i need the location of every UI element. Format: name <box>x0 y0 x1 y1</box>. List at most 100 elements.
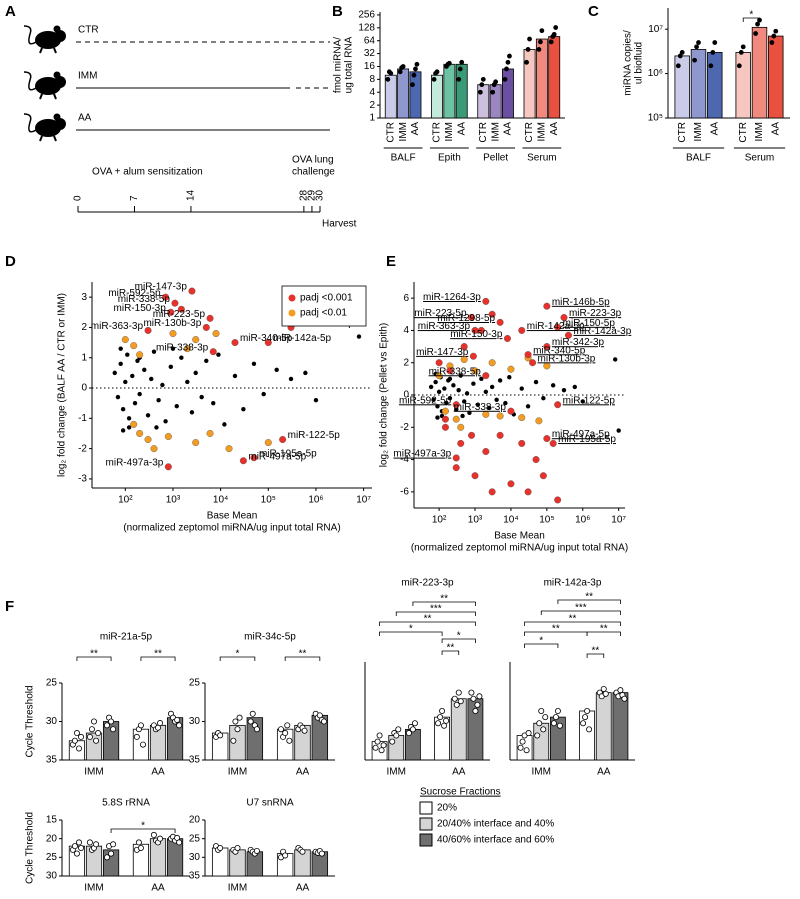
data-point <box>385 76 391 82</box>
bar <box>467 698 484 761</box>
data-point <box>457 66 463 72</box>
data-point <box>118 361 123 366</box>
data-point <box>467 410 472 415</box>
point-label: miR-122-5p <box>288 430 341 441</box>
data-point <box>88 726 95 733</box>
data-point <box>475 402 481 407</box>
data-point <box>282 730 289 737</box>
data-point <box>71 843 78 850</box>
data-point <box>436 389 442 394</box>
y-axis-label: miRNA copies/ <box>623 30 634 96</box>
point-label: miR-338-5p <box>118 294 171 305</box>
data-point <box>239 457 247 465</box>
bar <box>409 71 422 119</box>
category-label: CTR <box>524 122 535 143</box>
data-point <box>602 690 609 697</box>
data-point <box>204 358 209 363</box>
bar <box>690 49 707 119</box>
data-point <box>446 60 452 66</box>
data-point <box>103 854 110 861</box>
category-label: CTR <box>385 122 396 143</box>
data-point <box>710 50 716 55</box>
significance-label: ** <box>585 592 593 603</box>
x-tick-label: 10⁶ <box>308 495 323 506</box>
significance-label: *** <box>430 604 442 615</box>
group-label: Pellet <box>483 153 508 164</box>
bar <box>751 26 768 119</box>
data-point <box>130 342 138 350</box>
day-label: 14 <box>186 189 197 201</box>
data-point <box>91 718 98 725</box>
data-point <box>543 362 551 370</box>
legend-label: padj <0.001 <box>300 293 353 304</box>
point-label: miR-142a-5p <box>273 333 331 344</box>
legend-title: Sucrose Fractions <box>420 787 501 798</box>
bar <box>595 692 612 761</box>
data-point <box>494 397 499 403</box>
x-axis-label: (normalized zeptomol miRNA/ug input tota… <box>411 543 628 554</box>
category-label: IMM <box>754 122 765 141</box>
data-point <box>318 850 325 857</box>
group-label: AA <box>296 767 310 778</box>
data-point <box>150 831 157 838</box>
data-point <box>773 28 779 34</box>
bar <box>397 68 410 119</box>
data-point <box>464 391 470 396</box>
data-point <box>222 422 227 427</box>
day-label: 30 <box>315 189 326 201</box>
y-tick-label: 25 <box>189 678 201 689</box>
data-point <box>176 839 183 846</box>
data-point <box>616 428 621 433</box>
data-point <box>126 416 132 421</box>
point-label: miR-130b-3p <box>538 353 596 364</box>
data-point <box>476 693 483 700</box>
data-point <box>234 726 241 733</box>
y-tick-label: 30 <box>189 716 201 727</box>
category-label: IMM <box>398 122 409 141</box>
data-point <box>157 720 164 727</box>
data-point <box>771 33 777 39</box>
point-label: miR-342-3p <box>552 337 605 348</box>
chart-title: miR-142a-3p <box>544 578 602 589</box>
data-point <box>507 53 512 59</box>
category-label: IMM <box>490 122 501 141</box>
y-tick-label: 8 <box>369 74 375 85</box>
bar <box>450 698 467 761</box>
data-point <box>692 57 697 63</box>
data-point <box>115 394 121 400</box>
data-point <box>554 323 562 331</box>
y-tick-label: 0 <box>81 383 87 394</box>
chart-title: 5.8S rRNA <box>102 798 150 809</box>
data-point <box>185 379 190 385</box>
data-point <box>740 44 746 50</box>
data-point <box>536 47 542 52</box>
data-point <box>535 417 543 425</box>
data-point <box>527 36 532 42</box>
data-point <box>356 334 362 339</box>
data-point <box>93 737 100 744</box>
panel-label: B <box>332 3 343 20</box>
data-point <box>163 419 168 424</box>
data-point <box>460 343 468 351</box>
data-point <box>457 439 465 447</box>
data-point <box>73 730 80 737</box>
data-point <box>538 708 545 715</box>
data-point <box>374 738 381 745</box>
data-point <box>136 429 144 437</box>
data-point <box>279 436 287 444</box>
data-point <box>524 488 532 496</box>
legend-label: 20/40% interface and 40% <box>437 819 554 830</box>
data-point <box>503 335 511 343</box>
data-point <box>496 412 504 420</box>
data-point <box>503 400 508 406</box>
data-point <box>537 39 543 45</box>
data-point <box>380 742 387 749</box>
data-point <box>435 359 443 367</box>
group-label: AA <box>78 113 92 124</box>
y-tick-label: 0 <box>403 390 409 401</box>
x-axis-label: Base Mean <box>494 531 545 542</box>
data-point <box>217 732 224 739</box>
data-point <box>738 50 744 55</box>
data-point <box>549 439 557 447</box>
